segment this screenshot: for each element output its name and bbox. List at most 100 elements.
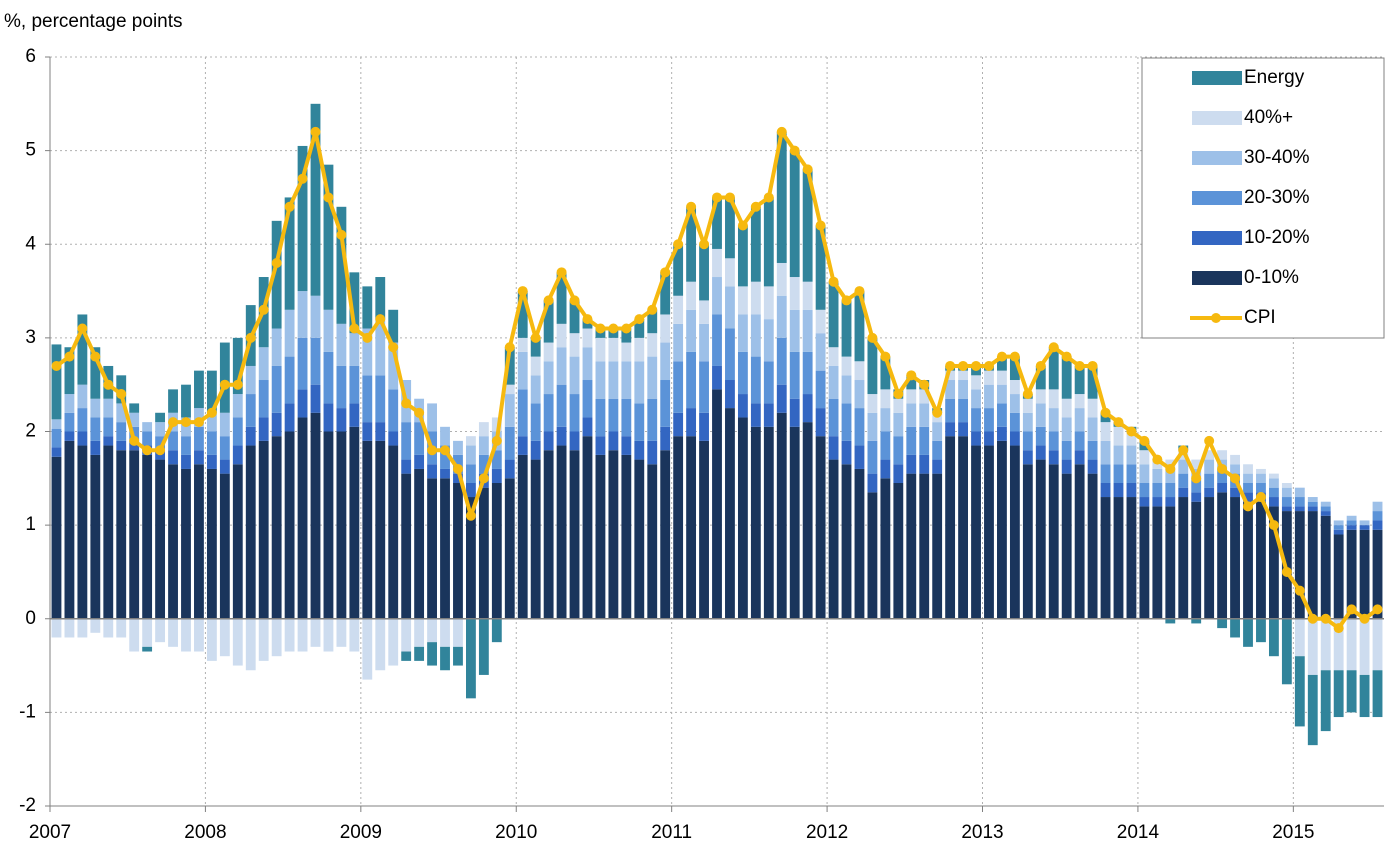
bar-segment — [789, 309, 800, 352]
bar-segment — [142, 422, 153, 432]
bar-segment — [1372, 618, 1383, 671]
bar-segment — [530, 337, 541, 357]
bar-segment — [1152, 482, 1163, 498]
cpi-marker — [543, 295, 554, 306]
cpi-marker — [116, 389, 127, 400]
bar-segment — [1048, 431, 1059, 451]
bar-segment — [77, 408, 88, 432]
bar-segment — [750, 426, 761, 619]
bar-segment — [543, 342, 554, 362]
bar-segment — [984, 408, 994, 432]
bar-segment — [660, 314, 671, 343]
cpi-marker — [491, 435, 502, 446]
bar-segment — [1074, 431, 1085, 451]
bar-segment — [1359, 674, 1370, 718]
cpi-marker — [724, 192, 735, 203]
bar-segment — [271, 436, 282, 619]
bar-segment — [556, 426, 567, 446]
cpi-marker — [206, 407, 217, 418]
bar-segment — [297, 618, 308, 652]
bar-segment — [1126, 497, 1137, 619]
bar-segment — [1256, 468, 1266, 474]
bar-segment — [116, 618, 127, 638]
bar-segment — [232, 394, 243, 418]
bar-segment — [712, 314, 722, 366]
bar-segment — [1113, 464, 1124, 483]
cpi-marker — [556, 267, 567, 278]
cpi-marker — [867, 332, 878, 343]
bar-segment — [90, 454, 101, 619]
bar-segment — [466, 436, 476, 446]
bar-segment — [388, 618, 399, 666]
cpi-marker — [258, 304, 269, 315]
bar-segment — [64, 431, 75, 441]
legend-swatch — [1192, 111, 1242, 125]
bar-segment — [556, 272, 567, 324]
cpi-marker — [310, 126, 321, 137]
cpi-marker — [880, 351, 891, 362]
bar-segment — [867, 492, 878, 619]
bar-segment — [660, 342, 671, 381]
y-tick-label: 0 — [25, 608, 36, 629]
bar-segment — [375, 319, 386, 376]
bar-segment — [362, 328, 373, 376]
bar-segment — [1048, 347, 1059, 390]
bar-segment — [699, 412, 709, 441]
bar-segment — [1009, 380, 1020, 395]
bar-segment — [1113, 426, 1124, 446]
bar-segment — [1139, 464, 1150, 483]
bar-segment — [906, 375, 917, 390]
bar-segment — [103, 618, 114, 638]
bar-segment — [64, 347, 75, 395]
bar-segment — [1165, 497, 1176, 507]
bar-segment — [181, 454, 191, 469]
bar-segment — [206, 412, 217, 432]
bar-segment — [1217, 450, 1228, 460]
legend-label: 0-10% — [1244, 267, 1299, 288]
bar-segment — [660, 272, 671, 315]
bar-segment — [1061, 473, 1072, 619]
bar-segment — [634, 319, 645, 338]
bar-segment — [776, 412, 787, 619]
bar-segment — [194, 618, 204, 652]
cpi-marker — [763, 192, 774, 203]
legend-box — [1141, 57, 1385, 339]
bar-segment — [1152, 468, 1163, 483]
bar-segment — [336, 408, 347, 432]
bar-segment — [815, 333, 826, 371]
cpi-marker — [919, 379, 930, 390]
bar-segment — [1204, 450, 1215, 460]
bar-segment — [1204, 459, 1215, 474]
bar-segment — [608, 450, 619, 619]
bar-segment — [647, 440, 658, 465]
cpi-marker — [737, 220, 748, 231]
bar-segment — [219, 436, 230, 460]
bar-segment — [776, 262, 787, 296]
bar-segment — [699, 244, 709, 301]
cpi-marker — [815, 220, 826, 231]
bar-segment — [1359, 525, 1370, 530]
bar-segment — [893, 482, 904, 619]
cpi-marker — [245, 332, 256, 343]
bar-segment — [906, 426, 917, 455]
bar-segment — [375, 440, 386, 619]
bar-segment — [815, 370, 826, 409]
cpi-marker — [983, 360, 994, 371]
cpi-marker — [686, 201, 697, 212]
bar-segment — [388, 445, 399, 619]
bar-segment — [906, 389, 917, 404]
bar-segment — [608, 398, 619, 432]
bar-segment — [1100, 497, 1111, 619]
bar-segment — [336, 323, 347, 366]
bar-segment — [504, 394, 515, 427]
cpi-marker — [789, 145, 800, 156]
cpi-marker — [776, 126, 787, 137]
bar-segment — [725, 380, 735, 409]
bar-segment — [789, 351, 800, 399]
bar-segment — [569, 394, 580, 432]
bar-segment — [647, 356, 658, 399]
bar-segment — [699, 440, 709, 619]
legend-label: 40%+ — [1244, 107, 1293, 128]
bar-segment — [1243, 482, 1253, 493]
bar-segment — [556, 384, 567, 427]
